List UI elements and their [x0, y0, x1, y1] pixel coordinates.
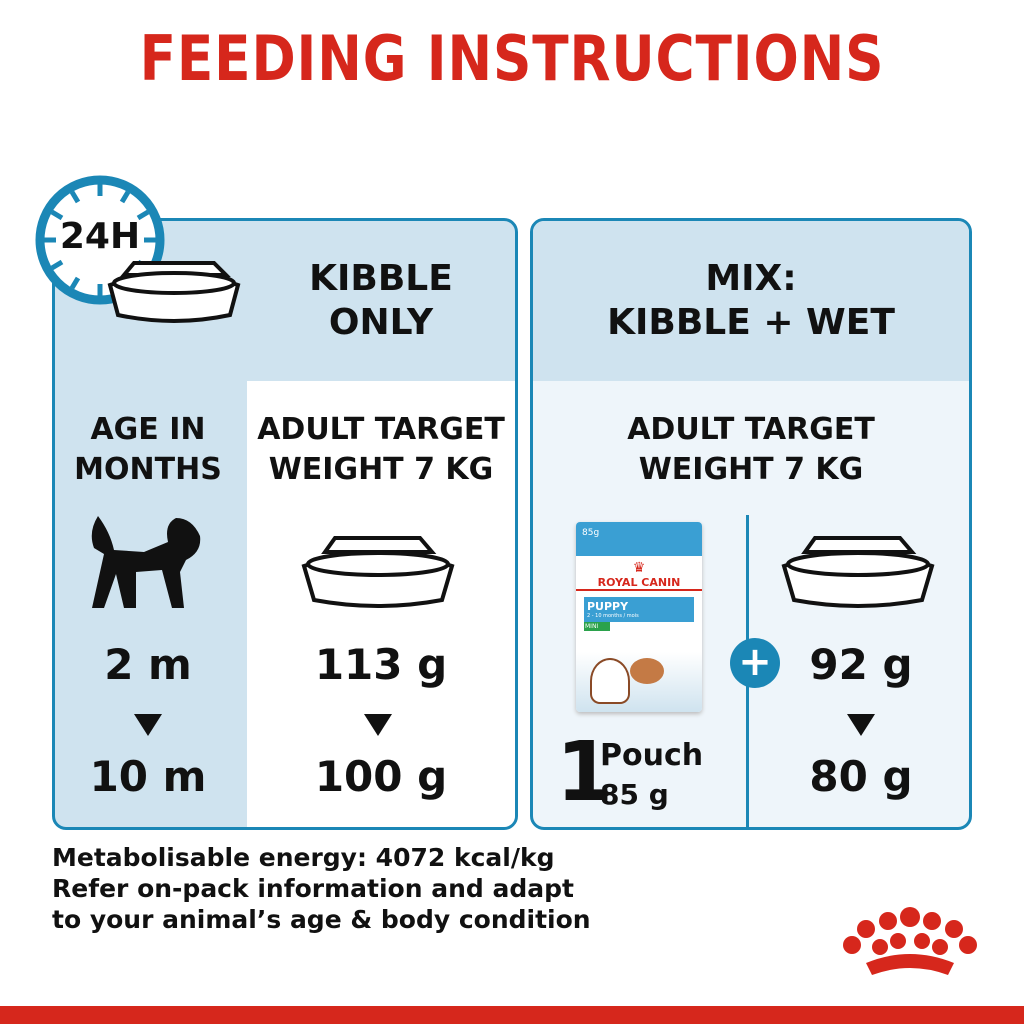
- bowl-icon: [301, 536, 455, 608]
- arrow-down-icon: [364, 714, 392, 736]
- crown-icon: ♛: [632, 560, 646, 576]
- age-label-2: MONTHS: [74, 452, 222, 487]
- pouch-label: Pouch: [600, 738, 704, 773]
- royal-canin-crown-logo: [843, 907, 977, 975]
- advice-note-1: Refer on-pack information and adapt: [52, 874, 574, 903]
- pouch-amount: 85 g: [600, 778, 669, 811]
- dog-image: [590, 658, 630, 704]
- bowl-icon: [107, 261, 241, 323]
- pouch-brand: ROYAL CANIN: [576, 576, 702, 591]
- kibble-end: 100 g: [314, 752, 448, 801]
- mix-kibble-start: 92 g: [809, 640, 913, 689]
- kibble-only-panel: [52, 218, 518, 830]
- age-end: 10 m: [89, 752, 207, 801]
- kibble-only-title-1: KIBBLE: [309, 258, 453, 299]
- mix-title-1: MIX:: [705, 258, 797, 299]
- footer-notes: Metabolisable energy: 4072 kcal/kg Refer…: [52, 842, 591, 935]
- kibble-start: 113 g: [314, 640, 448, 689]
- arrow-down-icon: [847, 714, 875, 736]
- puppy-silhouette-icon: [91, 516, 201, 608]
- mix-kibble-end: 80 g: [809, 752, 913, 801]
- mix-title-2: KIBBLE + WET: [607, 302, 895, 343]
- pouch-product: PUPPY: [587, 600, 629, 613]
- advice-note-2: to your animal’s age & body condition: [52, 905, 591, 934]
- bottom-bar: [0, 1006, 1024, 1024]
- energy-note: Metabolisable energy: 4072 kcal/kg: [52, 843, 555, 872]
- kibble-target-2: WEIGHT 7 KG: [268, 452, 494, 487]
- age-start: 2 m: [104, 640, 192, 689]
- age-label-1: AGE IN: [90, 412, 206, 447]
- kibble-target-1: ADULT TARGET: [257, 412, 505, 447]
- arrow-down-icon: [134, 714, 162, 736]
- mix-target-1: ADULT TARGET: [627, 412, 875, 447]
- kibble-only-title-2: ONLY: [328, 302, 434, 343]
- clock-label: 24H: [59, 216, 141, 257]
- pouch-image: 85g ♛ ROYAL CANIN PUPPY 2 - 10 months / …: [576, 522, 702, 712]
- pouch-size: MINI: [584, 622, 610, 631]
- pouch-count: 1: [556, 725, 614, 820]
- mix-panel: [530, 218, 972, 830]
- pouch-range: 2 - 10 months / mois: [587, 613, 639, 619]
- bowl-icon: [781, 536, 935, 608]
- page-title: FEEDING INSTRUCTIONS: [139, 22, 885, 95]
- mix-header: [533, 221, 969, 381]
- plus-icon: +: [730, 638, 780, 688]
- pouch-weight: 85g: [576, 522, 702, 556]
- mix-target-2: WEIGHT 7 KG: [638, 452, 864, 487]
